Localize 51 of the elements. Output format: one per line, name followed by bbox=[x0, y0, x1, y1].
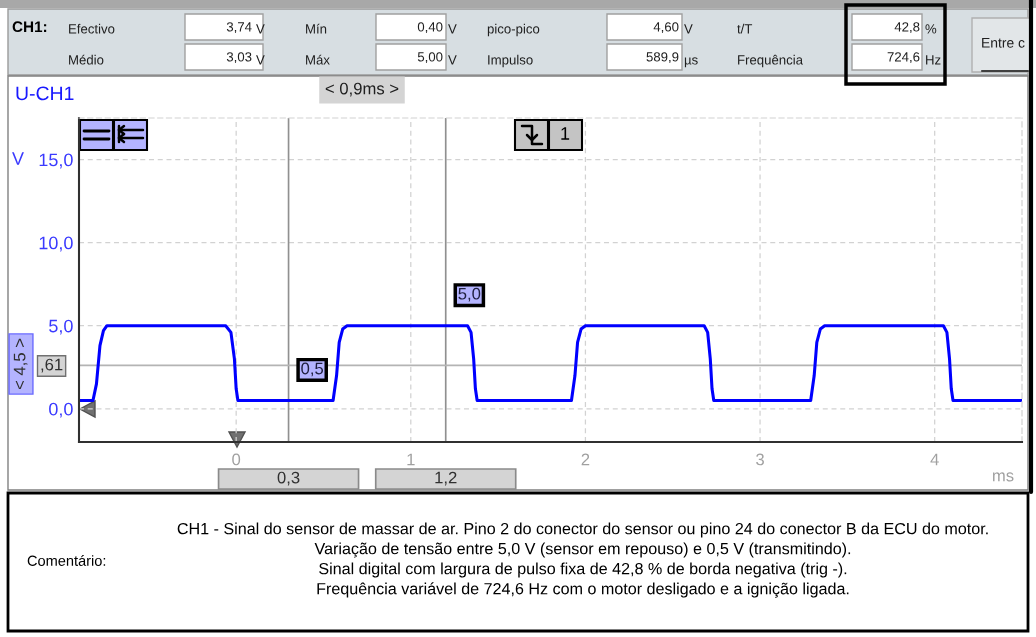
text: Entre c bbox=[982, 38, 1025, 48]
annotation: 5,0 bbox=[458, 287, 481, 302]
text: Hz bbox=[926, 55, 941, 65]
text: ,61 bbox=[41, 358, 63, 373]
text: Médio bbox=[69, 54, 104, 65]
y-tick-label: 15,0 bbox=[39, 153, 73, 169]
text: Frequência bbox=[738, 54, 804, 68]
text: pico-pico bbox=[487, 23, 540, 37]
x-axis-title: ms bbox=[993, 472, 1014, 482]
text: 4,60 bbox=[653, 22, 679, 34]
text: Efectivo bbox=[69, 23, 115, 34]
ref-line-label: 1,2 bbox=[435, 471, 457, 486]
text: % bbox=[925, 24, 937, 34]
text: 3,74 bbox=[226, 22, 252, 34]
text: 42,8 bbox=[894, 22, 920, 34]
text: 0,40 bbox=[417, 22, 443, 34]
x-tick-label: 2 bbox=[581, 453, 590, 466]
text: Variação de tensão entre 5,0 V (sensor em repouso) e 0,5 V (transmitindo). bbox=[314, 542, 851, 558]
text: µs bbox=[684, 57, 698, 68]
text: 589,9 bbox=[646, 52, 679, 64]
y-tick-label: 0,0 bbox=[49, 402, 73, 418]
text: 3,03 bbox=[226, 52, 252, 64]
text: V bbox=[256, 24, 265, 34]
x-tick-label: 0 bbox=[232, 453, 241, 466]
text: CH1 - Sinal do sensor de massar de ar. Pino 2 do conector do sensor ou pino 24 do conector B da ECU do motor. bbox=[177, 522, 988, 538]
x-tick-label: 3 bbox=[756, 453, 764, 466]
text: V bbox=[448, 24, 457, 34]
text: Comentário: bbox=[27, 555, 106, 566]
text: < 0,9ms > bbox=[325, 82, 399, 97]
annotation: 0,5 bbox=[301, 362, 324, 377]
text: V bbox=[684, 24, 693, 34]
text: 724,6 bbox=[887, 52, 920, 64]
y-axis-title: V bbox=[12, 152, 24, 165]
text: Mín bbox=[306, 23, 327, 34]
text: t/T bbox=[737, 23, 753, 34]
y-tick-label: 10,0 bbox=[39, 236, 73, 252]
text: Sinal digital com largura de pulso fixa de 42,8 % de borda negativa (trig -). bbox=[319, 562, 847, 578]
text: V bbox=[448, 55, 457, 65]
text: < 4,5 > bbox=[13, 338, 28, 390]
text: CH1: bbox=[12, 21, 47, 33]
text: V bbox=[256, 55, 265, 65]
chart-title: U-CH1 bbox=[16, 86, 74, 101]
y-tick-label: 5,0 bbox=[49, 319, 73, 335]
text: Frequência variável de 724,6 Hz com o motor desligado e a ignição ligada. bbox=[317, 582, 849, 598]
annotation: 1 bbox=[561, 127, 570, 140]
ref-line-label: 0,3 bbox=[277, 471, 300, 486]
text: Máx bbox=[306, 54, 330, 65]
x-tick-label: 1 bbox=[407, 453, 415, 466]
text: Impulso bbox=[488, 54, 533, 68]
x-tick-label: 4 bbox=[930, 453, 939, 466]
text: 5,00 bbox=[417, 52, 443, 64]
